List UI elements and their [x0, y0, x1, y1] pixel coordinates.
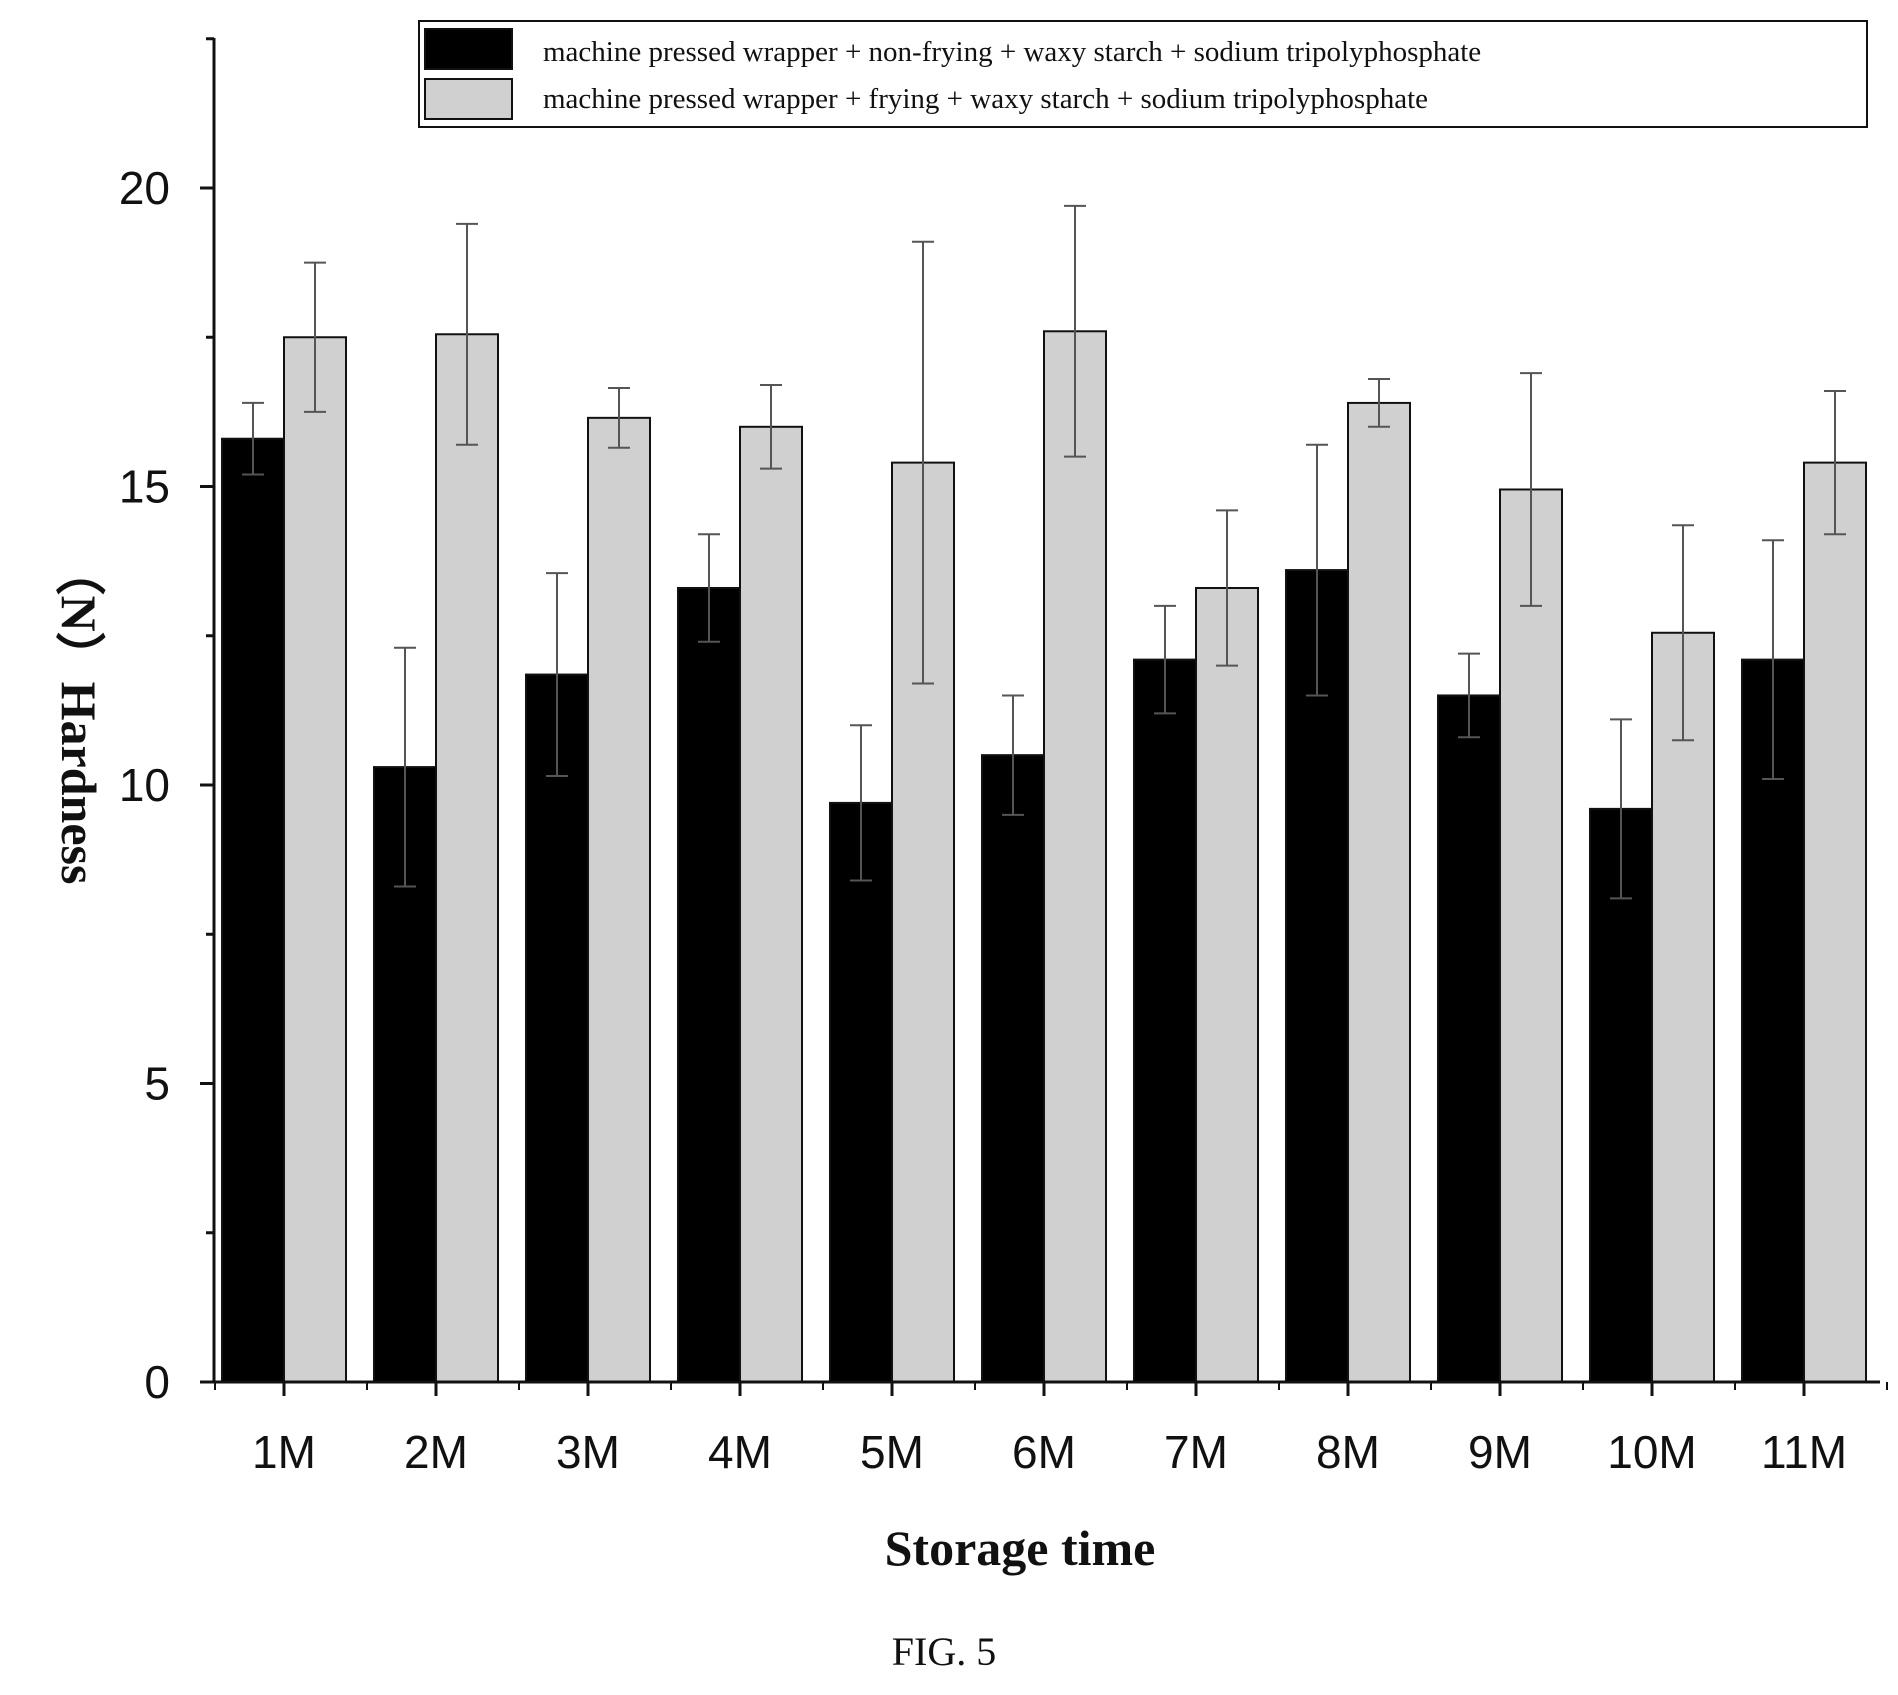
bar-1M-series-1 — [221, 437, 285, 1383]
x-tick-label-7M: 7M — [1164, 1426, 1228, 1478]
bar-2M-series-2 — [435, 333, 499, 1383]
y-axis-title: （N）Hardness — [51, 546, 107, 885]
y-tick-label-20: 20 — [119, 162, 170, 214]
error-bars-layer — [242, 204, 1846, 900]
legend: machine pressed wrapper + non-frying + w… — [418, 20, 1868, 128]
x-tick-label-2M: 2M — [404, 1426, 468, 1478]
y-tick-label-5: 5 — [144, 1058, 170, 1110]
legend-label-series-1: machine pressed wrapper + non-frying + w… — [543, 36, 1481, 68]
bar-7M-series-1 — [1133, 658, 1197, 1383]
x-tick-label-5M: 5M — [860, 1426, 924, 1478]
legend-label-series-2: machine pressed wrapper + frying + waxy … — [543, 83, 1428, 115]
bar-4M-series-1 — [677, 586, 741, 1383]
legend-swatch-series-1 — [424, 28, 513, 70]
x-ticks: 1M 2M 3M 4M 5M 6M 7M 8M 9M 10M 11M — [214, 1382, 1888, 1478]
bar-6M-series-1 — [981, 754, 1045, 1383]
x-tick-label-8M: 8M — [1316, 1426, 1380, 1478]
axes — [212, 38, 1880, 1384]
legend-box — [418, 20, 1868, 128]
bar-8M-series-2 — [1347, 401, 1411, 1384]
y-ticks: 0 5 10 15 20 — [119, 37, 214, 1408]
bar-7M-series-2 — [1195, 586, 1259, 1383]
bar-9M-series-1 — [1437, 694, 1501, 1383]
bar-11M-series-2 — [1803, 461, 1867, 1383]
x-tick-label-10M: 10M — [1607, 1426, 1696, 1478]
x-axis-title: Storage time — [885, 1520, 1156, 1576]
bar-5M-series-1 — [829, 801, 893, 1383]
bar-10M-series-2 — [1651, 631, 1715, 1383]
x-tick-label-4M: 4M — [708, 1426, 772, 1478]
bars-layer — [221, 330, 1867, 1384]
bar-9M-series-2 — [1499, 488, 1563, 1383]
figure-caption: FIG. 5 — [892, 1629, 996, 1674]
legend-swatch-series-2 — [424, 78, 513, 120]
x-tick-label-6M: 6M — [1012, 1426, 1076, 1478]
y-tick-label-10: 10 — [119, 759, 170, 811]
bar-4M-series-2 — [739, 425, 803, 1383]
x-tick-label-9M: 9M — [1468, 1426, 1532, 1478]
x-tick-label-3M: 3M — [556, 1426, 620, 1478]
bar-1M-series-2 — [283, 336, 347, 1383]
y-tick-label-0: 0 — [144, 1356, 170, 1408]
bar-3M-series-2 — [587, 416, 651, 1384]
bar-3M-series-1 — [525, 673, 589, 1383]
x-tick-label-1M: 1M — [252, 1426, 316, 1478]
x-tick-label-11M: 11M — [1761, 1426, 1847, 1478]
y-tick-label-15: 15 — [119, 461, 170, 513]
bar-6M-series-2 — [1043, 330, 1107, 1383]
